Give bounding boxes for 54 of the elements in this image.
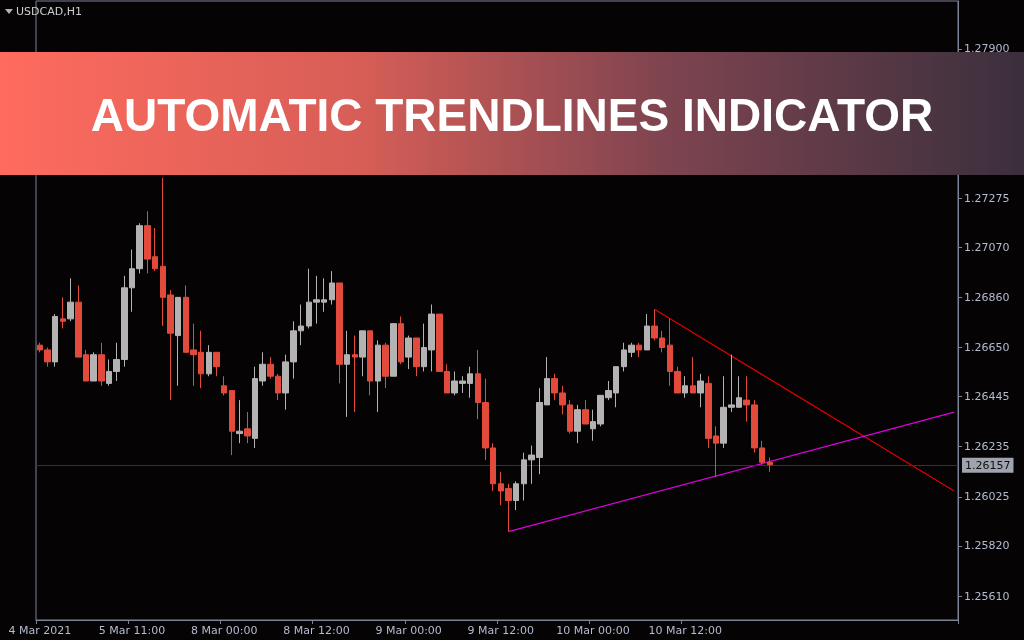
y-tick-label: 1.27070	[964, 240, 1010, 254]
candlestick	[682, 375, 688, 399]
candlestick	[98, 342, 105, 387]
candlestick	[221, 375, 227, 396]
y-tick-label: 1.27900	[964, 42, 1010, 56]
candlestick	[359, 330, 366, 377]
y-tick-label: 1.26445	[964, 390, 1010, 404]
candlestick	[90, 351, 97, 382]
candlestick	[405, 335, 412, 370]
candlestick	[67, 277, 74, 322]
candlestick	[375, 339, 381, 413]
x-tick-label: 8 Mar 00:00	[191, 624, 258, 637]
candlestick	[352, 335, 358, 413]
x-tick-label: 10 Mar 12:00	[648, 624, 722, 637]
candlestick	[244, 411, 251, 444]
candlestick	[52, 313, 58, 368]
candlestick	[344, 330, 350, 418]
candlestick	[329, 270, 335, 306]
candlestick	[175, 296, 181, 387]
y-tick-label: 1.25820	[964, 539, 1010, 553]
y-tick-label: 1.26025	[964, 490, 1010, 504]
candlestick	[644, 313, 650, 351]
candlestick	[636, 342, 642, 358]
candlestick	[60, 296, 66, 329]
y-tick-label: 1.26650	[964, 341, 1010, 355]
x-tick-label: 4 Mar 2021	[8, 624, 72, 637]
candlestick	[582, 399, 589, 425]
chart-subtitle: USDCAD,H1	[16, 5, 82, 18]
x-tick-label: 9 Mar 00:00	[375, 624, 442, 637]
y-tick-label: 1.27275	[964, 191, 1010, 205]
candlestick	[767, 456, 773, 473]
candlestick	[513, 480, 519, 511]
candlestick	[336, 282, 343, 384]
candlestick	[206, 344, 212, 377]
candlestick	[398, 315, 404, 365]
candlestick	[213, 351, 220, 377]
x-tick-label: 8 Mar 12:00	[283, 624, 350, 637]
candlestick	[390, 323, 397, 377]
candlestick	[236, 399, 243, 444]
ref-line-label: 1.26157	[965, 458, 1011, 472]
x-tick-label: 10 Mar 00:00	[556, 624, 630, 637]
candlestick	[413, 337, 420, 377]
x-tick-label: 9 Mar 12:00	[467, 624, 535, 637]
candlestick	[382, 342, 389, 389]
text: AUTOMATIC TRENDLINES INDICATOR	[89, 88, 935, 141]
candlestick	[690, 356, 696, 394]
y-tick-label: 1.26860	[964, 290, 1010, 304]
candlestick	[697, 373, 704, 408]
candlestick	[229, 390, 235, 456]
y-tick-label: 1.26235	[964, 440, 1010, 454]
x-tick-label: 5 Mar 11:00	[98, 624, 166, 637]
candlestick	[367, 330, 373, 396]
candlestick	[574, 404, 581, 444]
y-tick-label: 1.25610	[964, 589, 1010, 603]
